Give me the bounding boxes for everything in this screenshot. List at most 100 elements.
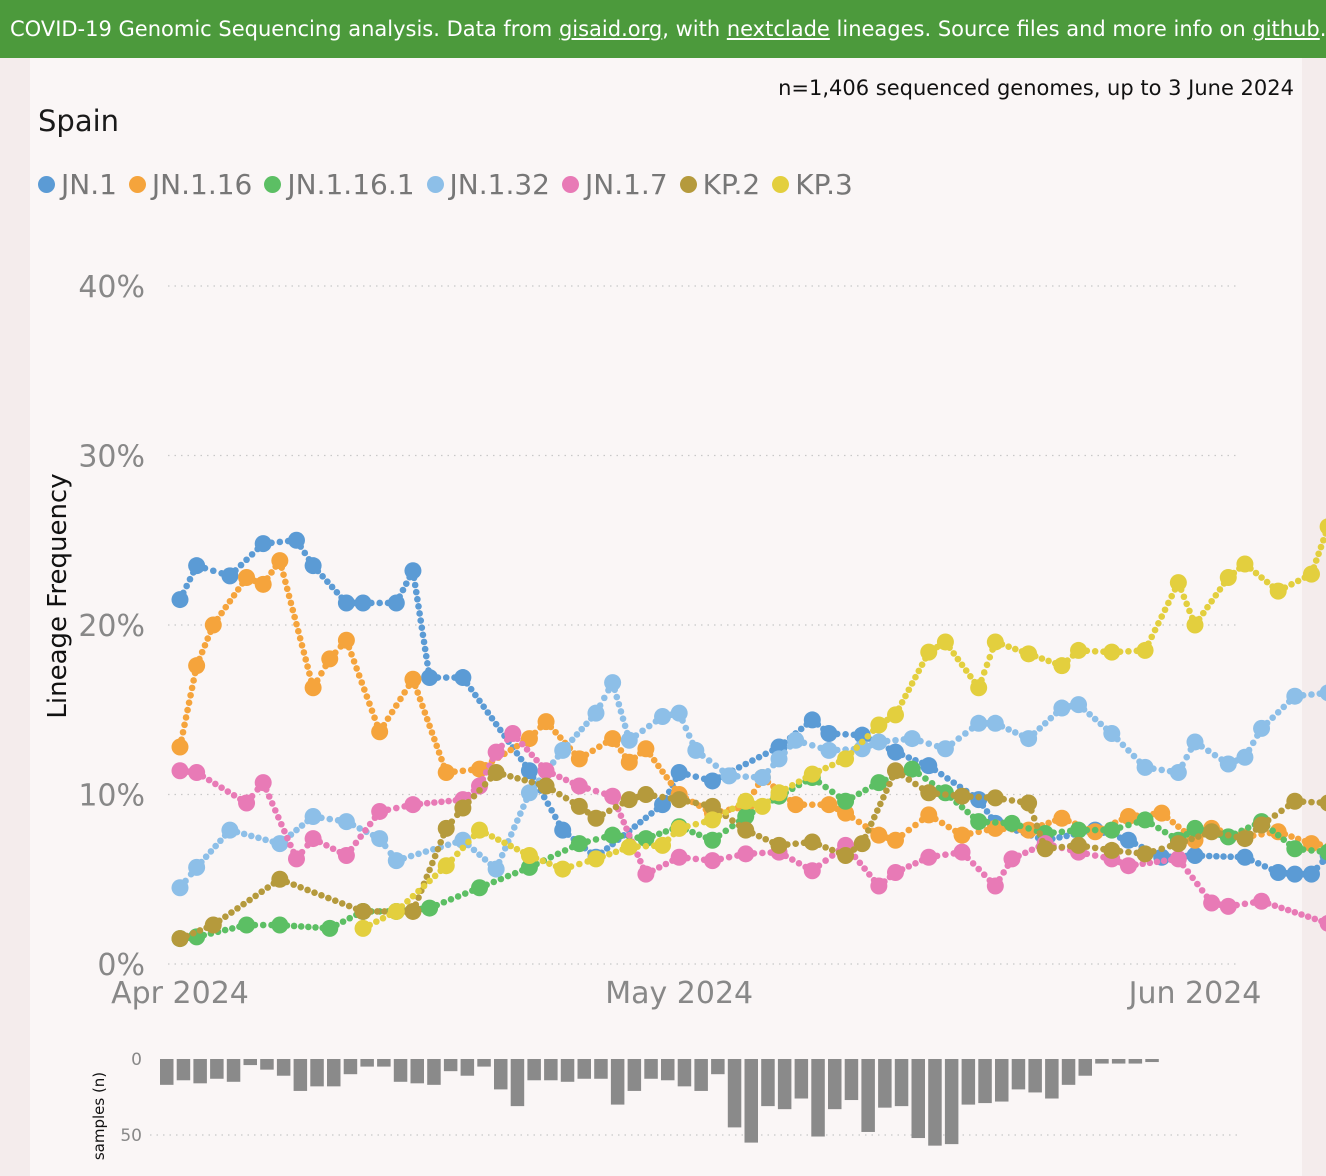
data-point[interactable] [520,762,538,780]
data-point[interactable] [803,833,821,851]
sample-bar[interactable] [761,1059,775,1107]
sample-bar[interactable] [276,1059,291,1076]
sample-bar[interactable] [443,1059,458,1072]
sample-bar[interactable] [794,1059,809,1099]
sample-bar[interactable] [527,1059,541,1081]
data-point[interactable] [421,899,439,917]
data-point[interactable] [1136,758,1154,776]
data-point[interactable] [204,616,222,634]
sample-bar[interactable] [193,1059,207,1084]
data-point[interactable] [537,713,555,731]
data-point[interactable] [637,786,655,803]
data-point[interactable] [304,679,322,697]
data-point[interactable] [1253,719,1271,737]
data-point[interactable] [287,531,305,549]
data-point[interactable] [1036,840,1054,858]
data-point[interactable] [537,762,555,780]
data-point[interactable] [354,594,372,612]
data-point[interactable] [1169,574,1187,592]
sample-bar[interactable] [226,1059,241,1082]
data-point[interactable] [520,847,538,865]
data-point[interactable] [770,750,788,768]
data-point[interactable] [1053,699,1071,717]
sample-bar[interactable] [594,1059,608,1079]
data-point[interactable] [1070,696,1088,714]
data-point[interactable] [537,777,555,795]
sample-bar[interactable] [1145,1059,1159,1063]
sample-bar[interactable] [327,1059,341,1087]
data-point[interactable] [454,799,472,817]
sample-bar[interactable] [210,1059,224,1079]
gisaid-link[interactable]: gisaid.org [558,17,663,41]
data-point[interactable] [520,858,538,876]
data-point[interactable] [487,763,505,781]
data-point[interactable] [1003,814,1021,832]
data-point[interactable] [620,731,638,749]
data-point[interactable] [404,902,422,920]
sample-bar[interactable] [1078,1059,1093,1076]
data-point[interactable] [853,740,871,758]
legend-item-jn-1-16-1[interactable]: JN.1.16.1 [264,168,415,201]
data-point[interactable] [837,792,855,810]
data-point[interactable] [720,767,738,785]
data-point[interactable] [371,802,389,820]
data-point[interactable] [354,902,372,920]
data-point[interactable] [188,657,206,675]
data-point[interactable] [1119,857,1137,875]
data-point[interactable] [1236,830,1254,848]
data-point[interactable] [1286,687,1304,705]
data-point[interactable] [703,811,721,829]
data-point[interactable] [620,791,638,809]
data-point[interactable] [1186,847,1204,865]
data-point[interactable] [853,835,871,853]
data-point[interactable] [886,706,904,724]
data-point[interactable] [1302,565,1320,583]
sample-bar[interactable] [1111,1059,1126,1064]
data-point[interactable] [404,562,422,580]
data-point[interactable] [487,743,505,761]
data-point[interactable] [570,797,588,815]
data-point[interactable] [620,753,638,771]
data-point[interactable] [188,763,206,781]
data-point[interactable] [1169,835,1187,853]
data-point[interactable] [920,757,938,775]
data-point[interactable] [870,826,888,844]
data-point[interactable] [903,730,921,748]
data-point[interactable] [437,819,455,837]
data-point[interactable] [1020,730,1038,748]
data-point[interactable] [654,796,672,814]
sample-bar[interactable] [460,1059,475,1076]
data-point[interactable] [321,919,339,937]
data-point[interactable] [703,772,721,790]
data-point[interactable] [886,762,904,780]
sample-bar[interactable] [494,1059,508,1090]
sample-bar[interactable] [944,1059,959,1145]
data-point[interactable] [920,784,938,802]
sample-bar[interactable] [1095,1059,1109,1064]
data-point[interactable] [337,847,355,865]
data-point[interactable] [986,789,1004,807]
data-point[interactable] [670,819,688,837]
data-point[interactable] [654,708,672,726]
data-point[interactable] [1219,897,1237,915]
sample-bar[interactable] [777,1059,792,1110]
data-point[interactable] [837,847,855,865]
sample-bar[interactable] [477,1059,491,1067]
data-point[interactable] [171,591,189,609]
data-point[interactable] [221,821,239,839]
data-point[interactable] [1186,733,1204,751]
data-point[interactable] [803,711,821,729]
sample-bar[interactable] [560,1059,575,1082]
data-point[interactable] [1070,641,1088,659]
data-point[interactable] [870,716,888,734]
sample-bar[interactable] [343,1059,358,1075]
data-point[interactable] [271,916,289,934]
data-point[interactable] [471,821,489,839]
sample-bar[interactable] [1045,1059,1059,1099]
data-point[interactable] [1253,892,1271,910]
data-point[interactable] [387,852,405,870]
data-point[interactable] [870,877,888,895]
data-point[interactable] [554,860,572,878]
data-point[interactable] [1286,840,1304,858]
data-point[interactable] [803,765,821,783]
